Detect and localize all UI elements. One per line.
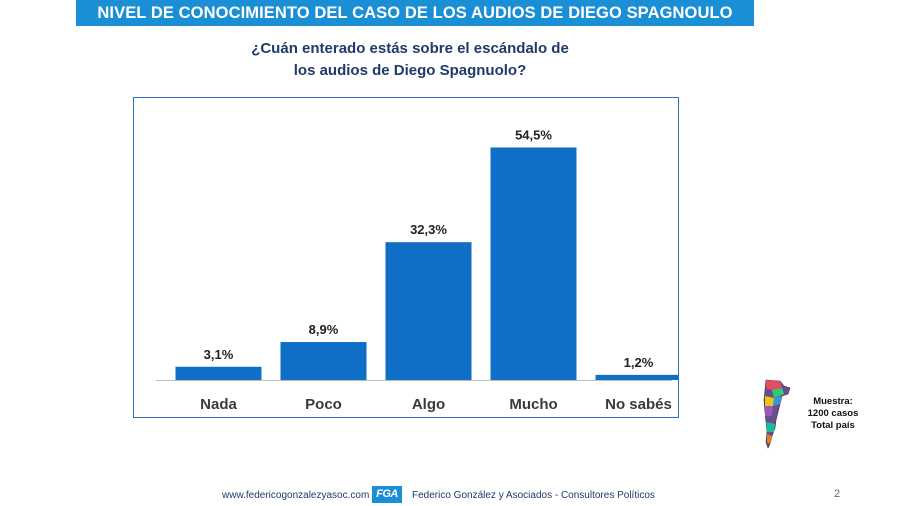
sample-legend: Muestra: 1200 casos Total país [760,378,870,450]
data-label: 3,1% [204,347,234,362]
argentina-map-icon [763,379,791,449]
x-tick-label: Mucho [509,396,557,413]
slide-title: NIVEL DE CONOCIMIENTO DEL CASO DE LOS AU… [97,4,733,22]
x-tick-label: Algo [412,396,445,413]
chart-frame: 3,1% Nada 8,9% Poco 32,3% Algo 54,5% Mucho 1,2% N… [133,97,679,418]
bar-chart: 3,1% Nada 8,9% Poco 32,3% Algo 54,5% Mucho 1,2% N… [156,127,678,413]
page-number: 2 [834,488,841,500]
bar-algo [385,242,472,380]
data-label: 1,2% [624,355,654,370]
bar-poco [280,342,367,380]
data-label: 8,9% [309,322,339,337]
footer-website-link[interactable]: www.federicogonzalezyasoc.com [222,490,370,501]
question-line-2: los audios de Diego Spagnuolo? [293,62,527,79]
footer: www.federicogonzalezyasoc.com FGA Federi… [0,486,900,506]
bar-no-sabés [595,374,678,380]
x-tick-label: Nada [200,396,237,413]
x-tick-label: No sabés [605,396,672,413]
sample-label: Muestra: [813,396,853,407]
slide-header-banner: NIVEL DE CONOCIMIENTO DEL CASO DE LOS AU… [76,0,754,26]
x-tick-label: Poco [305,396,342,413]
question-line-1: ¿Cuán enterado estás sobre el escándalo … [251,40,569,57]
bar-mucho [490,147,577,380]
bar-nada [175,366,262,380]
sample-info: Muestra: 1200 casos Total país [800,396,866,432]
fga-logo: FGA [372,486,402,503]
data-label: 32,3% [410,222,447,237]
footer-company-name: Federico González y Asociados - Consulto… [412,490,655,501]
chart-question: ¿Cuán enterado estás sobre el escándalo … [200,38,620,82]
sample-scope: Total país [811,420,855,431]
data-label: 54,5% [515,127,552,142]
sample-size: 1200 casos [807,408,859,419]
